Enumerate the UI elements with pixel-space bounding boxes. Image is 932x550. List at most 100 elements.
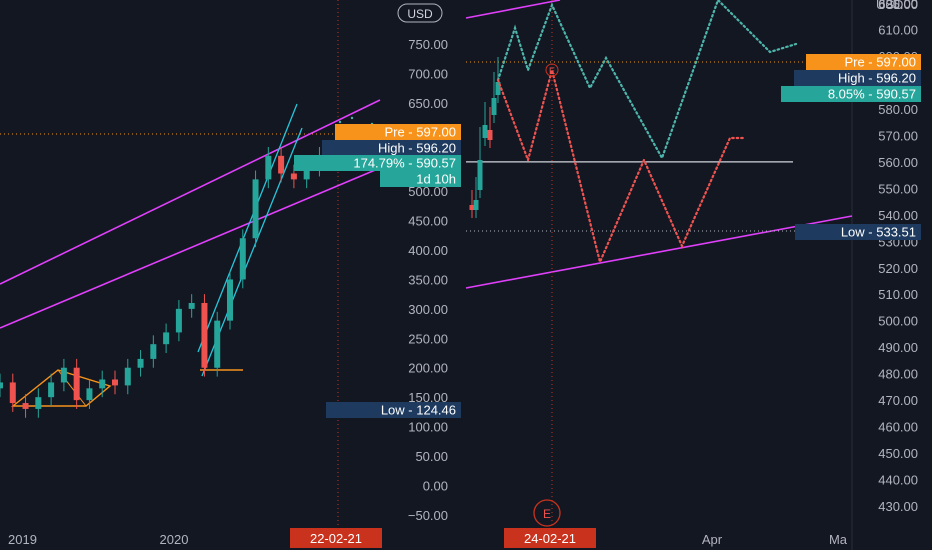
candle-body [252, 179, 259, 239]
high-badge-label: High - 596.20 [378, 141, 456, 156]
candle-body [112, 379, 118, 386]
candle-body [214, 320, 221, 368]
countdown-badge-label: 1d 10h [416, 172, 456, 187]
candle-body [9, 382, 16, 404]
upper-channel-line [0, 99, 381, 285]
right-y-tick-label: 520.00 [878, 261, 918, 276]
current-date-tag [504, 528, 596, 548]
current-date-label: 22-02-21 [310, 531, 362, 546]
right-y-tick-label: 560.00 [878, 155, 918, 170]
right-y-tick-label: 620.00 [878, 0, 918, 11]
right-y-tick-label: 500.00 [878, 314, 918, 329]
candle-body [73, 367, 80, 401]
earnings-event-marker[interactable] [533, 499, 561, 527]
left-y-tick-label: −50.00 [408, 508, 448, 523]
change-badge-label: 174.79% - 590.57 [353, 156, 456, 171]
bull-projection-path [496, 0, 798, 161]
right-y-tick-label: 470.00 [878, 393, 918, 408]
candle-body [227, 279, 233, 321]
high-badge [322, 140, 461, 156]
rising-channel-left [197, 103, 298, 353]
earnings-event-marker-label: E [543, 507, 551, 521]
bear-projection-path [496, 65, 746, 266]
candle-body [22, 403, 29, 409]
low-badge-right [795, 224, 921, 240]
left-y-tick-label: 50.00 [415, 449, 448, 464]
candle-body [0, 382, 3, 389]
change-badge-right [781, 86, 921, 102]
currency-button-label: USD [407, 7, 433, 21]
candle-body [48, 382, 55, 398]
lower-channel-line-right [465, 215, 853, 289]
x-tick-label: Ma [829, 532, 848, 547]
candle-body [303, 167, 310, 180]
candle-body [477, 160, 483, 190]
candle-body [495, 82, 501, 95]
left-y-tick-label: 350.00 [408, 272, 448, 287]
right-y-tick-label: 440.00 [878, 473, 918, 488]
candle-body [278, 155, 285, 174]
candle-body [137, 358, 144, 368]
x-tick-label: Apr [702, 532, 723, 547]
left-y-tick-label: 250.00 [408, 331, 448, 346]
right-y-tick-label: 430.00 [878, 499, 918, 514]
current-date-tag [290, 528, 382, 548]
left-y-tick-label: 450.00 [408, 214, 448, 229]
right-y-tick-label: 490.00 [878, 340, 918, 355]
candle-body [150, 344, 157, 359]
right-y-tick-label: 580.00 [878, 102, 918, 117]
candle-body [487, 130, 493, 140]
left-y-tick-label: 650.00 [408, 96, 448, 111]
currency-button[interactable] [397, 3, 443, 23]
low-badge-right-label: Low - 533.51 [841, 225, 916, 240]
candle-body [99, 379, 106, 389]
right-y-tick-label: 550.00 [878, 181, 918, 196]
current-date-label: 24-02-21 [524, 531, 576, 546]
high-badge-right [794, 70, 921, 86]
left-y-tick-label: 700.00 [408, 66, 448, 81]
projection-dot [338, 120, 342, 124]
change-badge [294, 155, 461, 171]
pre-badge-right [806, 54, 921, 70]
candle-body [482, 125, 488, 138]
right-y-tick-label: 570.00 [878, 128, 918, 143]
candle-body [35, 397, 42, 409]
left-y-tick-label: 0.00 [423, 478, 448, 493]
event-marker-small-label: E [549, 66, 555, 76]
pre-badge [335, 124, 461, 140]
candle-body [201, 302, 208, 368]
right-y-partial-tick-label: 605.00 [878, 0, 918, 12]
candle-body [469, 205, 475, 210]
candle-body [265, 155, 272, 180]
candle-body [124, 367, 131, 386]
upper-channel-line-right [465, 0, 561, 19]
event-marker-small [545, 63, 559, 77]
right-y-tick-label: 510.00 [878, 287, 918, 302]
left-y-tick-label: 500.00 [408, 184, 448, 199]
candle-body [290, 173, 297, 180]
pre-badge-label: Pre - 597.00 [384, 125, 456, 140]
right-y-tick-label: 480.00 [878, 367, 918, 382]
change-badge-right-label: 8.05% - 590.57 [828, 87, 916, 102]
right-y-tick-label: 460.00 [878, 420, 918, 435]
candle-body [473, 200, 479, 210]
lower-channel-line [0, 167, 381, 329]
candle-body [86, 388, 93, 401]
left-y-tick-label: 100.00 [408, 420, 448, 435]
x-tick-label: 2020 [160, 532, 189, 547]
candle-body [188, 302, 195, 309]
candle-body [175, 308, 182, 333]
x-tick-label: 2019 [8, 532, 37, 547]
projection-dot [350, 116, 354, 120]
left-y-tick-label: 150.00 [408, 390, 448, 405]
right-y-tick-label: 540.00 [878, 208, 918, 223]
left-y-tick-label: 200.00 [408, 361, 448, 376]
candle-body [239, 238, 246, 280]
low-badge-label: Low - 124.46 [381, 403, 456, 418]
candle-body [163, 332, 170, 345]
low-badge [326, 402, 461, 418]
candle-body [491, 98, 497, 115]
left-y-tick-label: 300.00 [408, 302, 448, 317]
